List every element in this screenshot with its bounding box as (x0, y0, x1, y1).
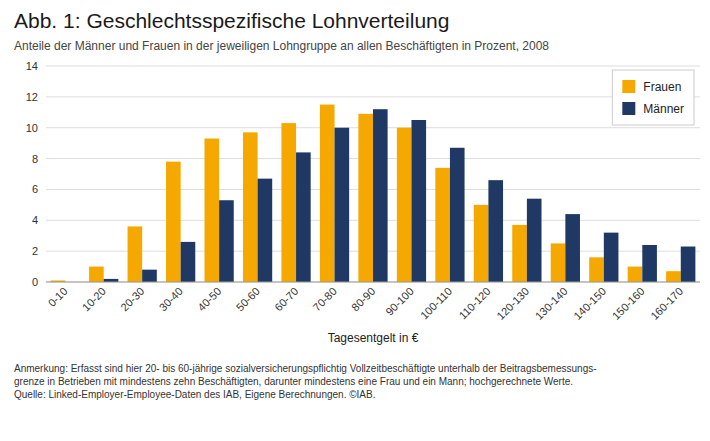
grid-line (46, 66, 700, 67)
x-tick-label: 30-40 (157, 285, 185, 313)
bar (450, 148, 465, 282)
x-tick-label: 130-140 (533, 285, 570, 322)
grid-line (46, 96, 700, 97)
bar (142, 270, 157, 282)
bar (358, 114, 373, 282)
y-tick-label: 0 (32, 276, 38, 288)
legend: Frauen Männer (612, 70, 694, 125)
x-axis (46, 282, 700, 283)
bar (411, 120, 426, 282)
grid (46, 66, 700, 282)
x-tick-label: 90-100 (383, 285, 416, 318)
bar (527, 199, 542, 282)
y-tick-label: 2 (32, 245, 38, 257)
y-tick-label: 6 (32, 183, 38, 195)
bar (204, 139, 219, 282)
x-tick-label: 10-20 (80, 285, 108, 313)
annotation: Anmerkung: Erfasst sind hier 20- bis 60-… (14, 363, 597, 400)
grid-line (46, 282, 700, 283)
bar (166, 162, 181, 282)
x-tick-label: 50-60 (234, 285, 262, 313)
bar (296, 152, 311, 282)
bar (320, 105, 335, 282)
bar (604, 233, 619, 282)
x-tick-label: 20-30 (118, 285, 146, 313)
bar (281, 123, 296, 282)
title: Abb. 1: Geschlechtsspezifische Lohnverte… (14, 9, 449, 32)
bar (219, 200, 234, 282)
bar (128, 226, 143, 282)
x-tick-label: 160-170 (648, 285, 685, 322)
bar (258, 179, 273, 282)
x-tick-label: 100-110 (418, 285, 454, 321)
bar (181, 242, 196, 282)
bar (512, 225, 527, 282)
x-tick-label: 120-130 (494, 285, 531, 322)
bar (551, 243, 566, 282)
bar (628, 267, 643, 282)
legend-label: Frauen (643, 80, 681, 94)
bar (474, 205, 489, 282)
bar (373, 109, 388, 282)
y-tick-label: 4 (32, 214, 38, 226)
bar (565, 214, 580, 282)
bar (243, 132, 258, 282)
bar (589, 257, 604, 282)
legend-label: Männer (643, 102, 684, 116)
y-tick-label: 8 (32, 153, 38, 165)
legend-swatch (622, 102, 635, 115)
x-tick-label: 60-70 (272, 285, 300, 313)
bar (681, 247, 696, 282)
bar (642, 245, 657, 282)
bar (335, 128, 350, 282)
x-tick-label: 150-160 (610, 285, 647, 322)
y-tick-label: 12 (26, 91, 38, 103)
x-label: Tagesentgelt in € (328, 331, 419, 345)
x-tick-label: 110-120 (456, 285, 492, 321)
legend-box (612, 70, 694, 125)
x-tick-label: 140-150 (571, 285, 608, 322)
bar (397, 128, 412, 282)
y-tick-label: 14 (26, 60, 38, 72)
bar (666, 271, 681, 282)
x-tick-label: 0-10 (46, 285, 70, 309)
bar (435, 168, 450, 282)
x-tick-label: 80-90 (349, 285, 377, 313)
bar (89, 267, 104, 282)
y-tick-label: 10 (26, 122, 38, 134)
legend-swatch (622, 80, 635, 93)
chart: Abb. 1: Geschlechtsspezifische Lohnverte… (0, 0, 710, 441)
x-tick-label: 70-80 (311, 285, 339, 313)
bars (51, 105, 696, 282)
bar (488, 180, 503, 282)
subtitle: Anteile der Männer und Frauen in der jew… (14, 39, 549, 53)
x-tick-label: 40-50 (195, 285, 223, 313)
